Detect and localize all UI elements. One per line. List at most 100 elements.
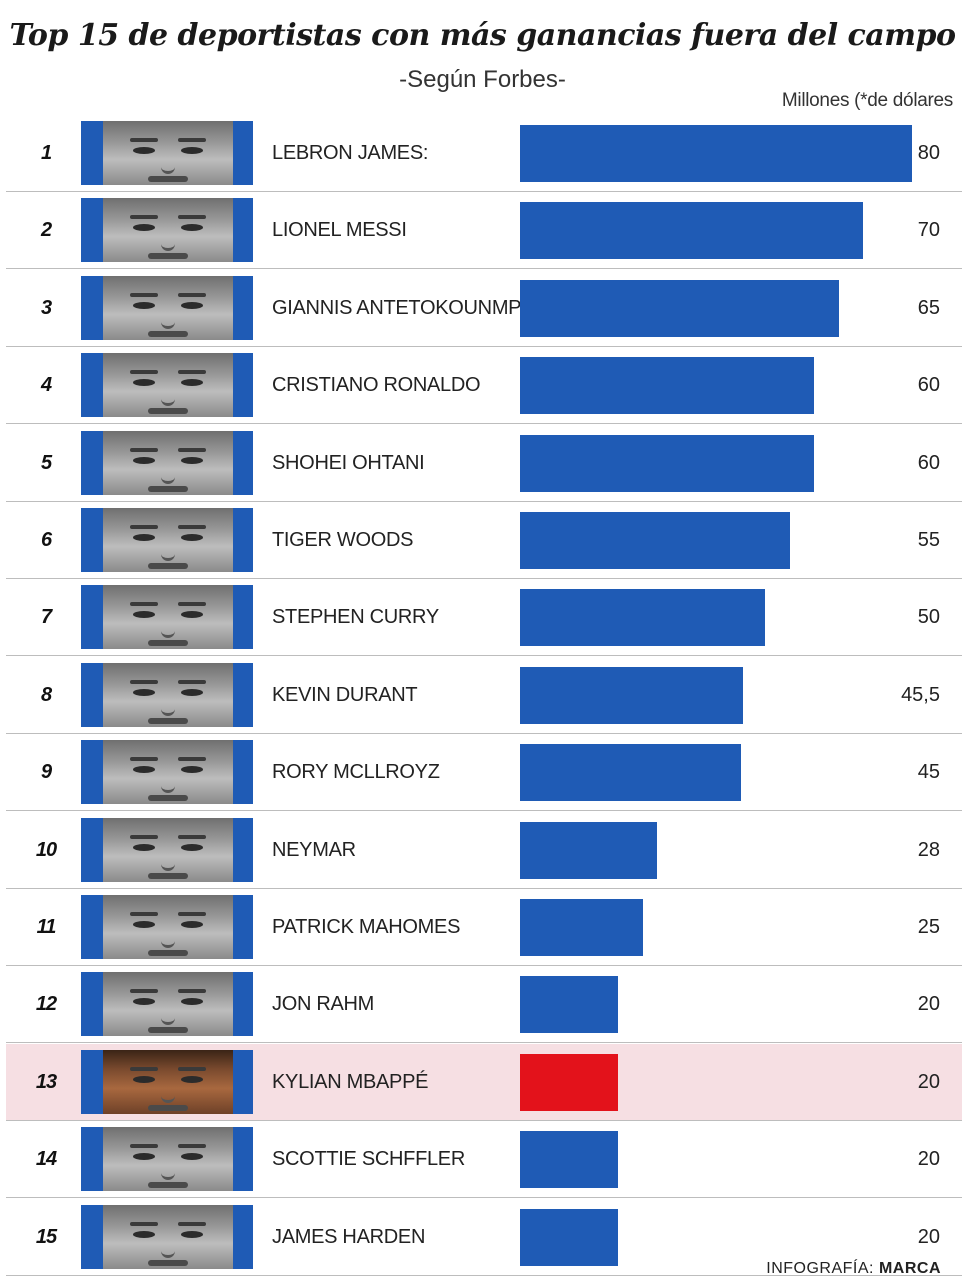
face-feature <box>130 525 158 529</box>
bar <box>520 357 814 415</box>
rank-label: 15 <box>35 1225 57 1248</box>
chart-row: 1 LEBRON JAMES: 80 <box>6 115 962 192</box>
athlete-face <box>103 1049 233 1114</box>
face-feature <box>161 1161 175 1181</box>
face-feature <box>181 456 203 464</box>
bar <box>520 976 618 1034</box>
bar <box>520 744 741 802</box>
chart-subtitle: -Según Forbes- <box>399 66 566 93</box>
athlete-name: NEYMAR <box>272 838 356 861</box>
face-feature <box>178 1221 206 1226</box>
face-feature <box>161 155 175 174</box>
face-feature <box>130 757 158 762</box>
athlete-face <box>103 508 233 572</box>
face-feature <box>178 1066 206 1071</box>
face-feature <box>178 679 206 684</box>
face-feature <box>130 834 158 839</box>
bar <box>520 279 839 337</box>
face-feature <box>130 679 158 684</box>
rank-label: 4 <box>40 374 52 397</box>
face-feature <box>133 379 155 387</box>
face-feature <box>161 697 175 716</box>
credit-brand: MARCA <box>878 1260 941 1277</box>
face-feature <box>133 921 155 928</box>
face-feature <box>148 640 188 647</box>
face-feature <box>181 998 203 1006</box>
bar <box>520 1208 618 1266</box>
face-feature <box>161 619 175 639</box>
athlete-name: TIGER WOODS <box>272 529 414 551</box>
bar <box>520 125 912 182</box>
face-feature <box>181 147 203 154</box>
athlete-name: RORY MCLLROYZ <box>272 761 440 784</box>
face-feature <box>178 447 206 452</box>
athlete-name: LIONEL MESSI <box>272 219 407 242</box>
value-label: 20 <box>917 1148 940 1171</box>
value-label: 50 <box>917 606 940 629</box>
athlete-name: GIANNIS ANTETOKOUNMPO <box>272 296 537 319</box>
face-feature <box>161 852 175 871</box>
athlete-name: KYLIAN MBAPPÉ <box>272 1070 429 1093</box>
athlete-name: JON RAHM <box>272 993 375 1016</box>
value-label: 65 <box>917 296 940 319</box>
rank-label: 3 <box>40 296 52 319</box>
face-feature <box>161 1006 175 1026</box>
face-feature <box>148 408 188 415</box>
face-feature <box>130 1066 158 1071</box>
athlete-face <box>103 662 233 727</box>
face-feature <box>178 834 206 839</box>
chart-row: 15 JAMES HARDEN 20 <box>6 1199 962 1276</box>
chart-row: 6 TIGER WOODS 55 <box>6 502 962 579</box>
athlete-name: STEPHEN CURRY <box>272 606 439 629</box>
chart-row: 7 STEPHEN CURRY 50 <box>6 579 962 657</box>
credit: INFOGRAFÍA: MARCA <box>766 1260 941 1278</box>
face-feature <box>181 766 203 774</box>
credit-label: INFOGRAFÍA: <box>766 1260 874 1277</box>
value-label: 70 <box>917 219 940 242</box>
face-feature <box>181 921 203 928</box>
face-feature <box>148 1182 188 1189</box>
face-feature <box>161 465 175 484</box>
athlete-photo <box>81 1127 253 1192</box>
face-feature <box>148 330 188 337</box>
bar <box>520 821 657 879</box>
athlete-photo <box>81 275 253 340</box>
face-feature <box>130 602 158 607</box>
athlete-face <box>103 1204 233 1269</box>
face-feature <box>181 301 203 309</box>
face-feature <box>133 301 155 309</box>
rank-label: 11 <box>36 916 57 938</box>
face-feature <box>133 998 155 1006</box>
face-feature <box>133 456 155 464</box>
face-feature <box>130 215 158 220</box>
face-feature <box>133 688 155 696</box>
rank-label: 5 <box>40 451 52 474</box>
face-feature <box>130 447 158 452</box>
athlete-photo <box>81 353 253 418</box>
chart-row: 14 SCOTTIE SCHFFLER 20 <box>6 1121 962 1199</box>
bar <box>520 202 863 260</box>
value-label: 55 <box>917 529 940 551</box>
athlete-face <box>103 585 233 650</box>
face-feature <box>161 929 175 948</box>
face-feature <box>181 224 203 232</box>
face-feature <box>181 1153 203 1161</box>
face-feature <box>178 1144 206 1149</box>
bar <box>520 434 814 492</box>
face-feature <box>133 766 155 774</box>
face-feature <box>133 611 155 619</box>
face-feature <box>161 232 175 252</box>
athlete-face <box>103 275 233 340</box>
rank-label: 12 <box>35 993 57 1016</box>
bar <box>520 899 643 956</box>
rank-label: 13 <box>35 1070 57 1093</box>
face-feature <box>133 1153 155 1161</box>
rank-label: 14 <box>35 1148 57 1171</box>
face-feature <box>181 534 203 541</box>
athlete-name: CRISTIANO RONALDO <box>272 374 481 397</box>
athlete-name: SCOTTIE SCHFFLER <box>272 1148 465 1171</box>
chart-title: Top 15 de deportistas con más ganancias … <box>9 18 956 53</box>
face-feature <box>161 774 175 794</box>
face-feature <box>161 1239 175 1258</box>
bar <box>520 512 790 569</box>
